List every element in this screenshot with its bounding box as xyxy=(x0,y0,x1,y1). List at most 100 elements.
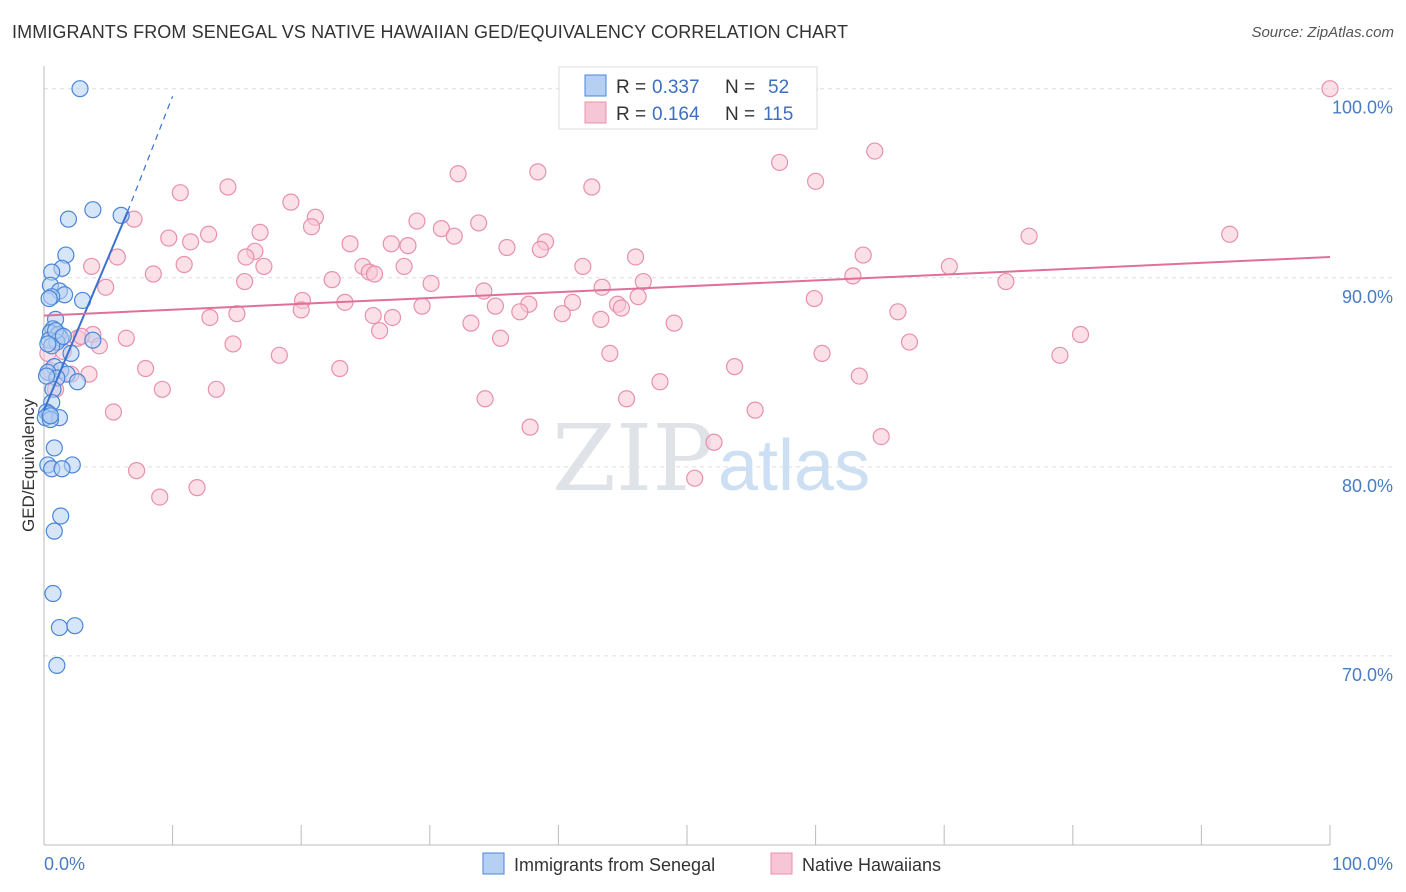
data-point xyxy=(136,359,155,378)
data-point xyxy=(511,303,529,321)
y-tick-label: 90.0% xyxy=(1342,287,1393,307)
x-tick-min: 0.0% xyxy=(44,854,85,874)
data-point xyxy=(593,278,611,296)
watermark-zip: ZIP xyxy=(552,405,714,512)
data-point xyxy=(84,201,102,219)
data-point xyxy=(71,80,89,98)
data-point xyxy=(292,301,310,319)
data-point xyxy=(1321,80,1339,98)
data-point xyxy=(1020,227,1038,245)
data-point xyxy=(331,359,349,378)
legend-n-value-1: 52 xyxy=(768,77,789,98)
data-point xyxy=(408,212,426,230)
data-point xyxy=(872,427,890,446)
data-point xyxy=(68,373,87,391)
data-point xyxy=(850,367,868,385)
data-point xyxy=(445,227,463,245)
watermark: ZIP atlas xyxy=(552,405,870,512)
data-point xyxy=(866,142,884,160)
data-point xyxy=(383,308,402,327)
data-point xyxy=(486,297,504,315)
data-point xyxy=(813,344,831,362)
data-point xyxy=(97,278,115,296)
data-point xyxy=(365,265,384,283)
data-point xyxy=(53,460,71,478)
data-point xyxy=(476,390,494,408)
data-point xyxy=(236,272,254,291)
data-point xyxy=(341,235,359,253)
data-point xyxy=(127,462,146,480)
data-point xyxy=(583,178,601,196)
data-point xyxy=(574,257,592,276)
data-point xyxy=(45,439,63,457)
data-point xyxy=(531,240,549,259)
data-point xyxy=(270,346,288,364)
data-point xyxy=(617,390,636,408)
legend-n-label-2: N = xyxy=(725,104,755,125)
trend-lines xyxy=(43,96,1331,411)
data-point xyxy=(48,656,66,674)
data-point xyxy=(382,235,400,253)
data-point xyxy=(171,184,189,202)
data-point xyxy=(201,308,219,327)
gridlines xyxy=(44,88,1393,657)
trend-line-senegal-extension xyxy=(127,96,174,212)
data-point xyxy=(997,272,1015,291)
data-point xyxy=(39,335,57,353)
data-point xyxy=(601,344,619,362)
watermark-atlas: atlas xyxy=(718,426,870,506)
data-point xyxy=(805,289,823,308)
y-tick-label: 70.0% xyxy=(1342,665,1393,685)
data-point xyxy=(207,380,225,398)
data-point xyxy=(59,210,78,228)
data-point xyxy=(498,238,516,257)
data-point xyxy=(1071,325,1090,344)
y-tick-label: 100.0% xyxy=(1332,98,1393,118)
data-point xyxy=(151,488,169,506)
data-point xyxy=(160,229,178,247)
data-point xyxy=(302,218,321,236)
data-point xyxy=(844,267,862,285)
data-point xyxy=(255,257,273,276)
data-point xyxy=(626,248,645,266)
data-point xyxy=(854,246,872,264)
series-native-hawaiians xyxy=(39,80,1339,506)
stats-legend: R = 0.337 N = 52 R = 0.164 N = 115 xyxy=(558,66,818,130)
legend-r-value-1: 0.337 xyxy=(652,77,700,98)
axes xyxy=(43,66,1331,846)
data-point xyxy=(940,257,958,276)
data-point xyxy=(66,617,84,635)
data-point xyxy=(705,433,723,451)
legend-r-label-1: R = xyxy=(616,77,646,98)
y-axis-label: GED/Equivalency xyxy=(19,398,38,532)
data-point xyxy=(553,305,571,323)
data-point xyxy=(364,306,382,325)
data-point xyxy=(54,327,72,345)
data-point xyxy=(395,257,413,276)
data-point xyxy=(612,299,631,317)
data-point xyxy=(50,618,69,637)
y-tick-label: 80.0% xyxy=(1342,476,1393,496)
data-point xyxy=(182,233,200,251)
data-point xyxy=(175,255,193,274)
series-legend-label-2: Native Hawaiians xyxy=(802,855,941,875)
data-point xyxy=(224,335,242,353)
data-point xyxy=(725,358,744,376)
data-point xyxy=(432,220,450,238)
legend-r-value-2: 0.164 xyxy=(652,104,700,125)
data-point xyxy=(1051,346,1069,364)
data-point xyxy=(592,310,610,328)
data-point xyxy=(634,272,652,291)
chart-title: IMMIGRANTS FROM SENEGAL VS NATIVE HAWAII… xyxy=(12,22,849,42)
trend-line-senegal xyxy=(43,211,129,411)
data-point xyxy=(82,257,101,276)
data-point xyxy=(153,380,171,398)
data-point xyxy=(470,214,488,232)
data-point xyxy=(117,329,135,347)
legend-swatch-blue xyxy=(584,74,607,97)
data-point xyxy=(521,418,539,436)
x-tick-max: 100.0% xyxy=(1332,854,1393,874)
data-point xyxy=(40,289,58,308)
series-legend-swatch-blue xyxy=(482,852,505,875)
data-point xyxy=(686,469,704,487)
